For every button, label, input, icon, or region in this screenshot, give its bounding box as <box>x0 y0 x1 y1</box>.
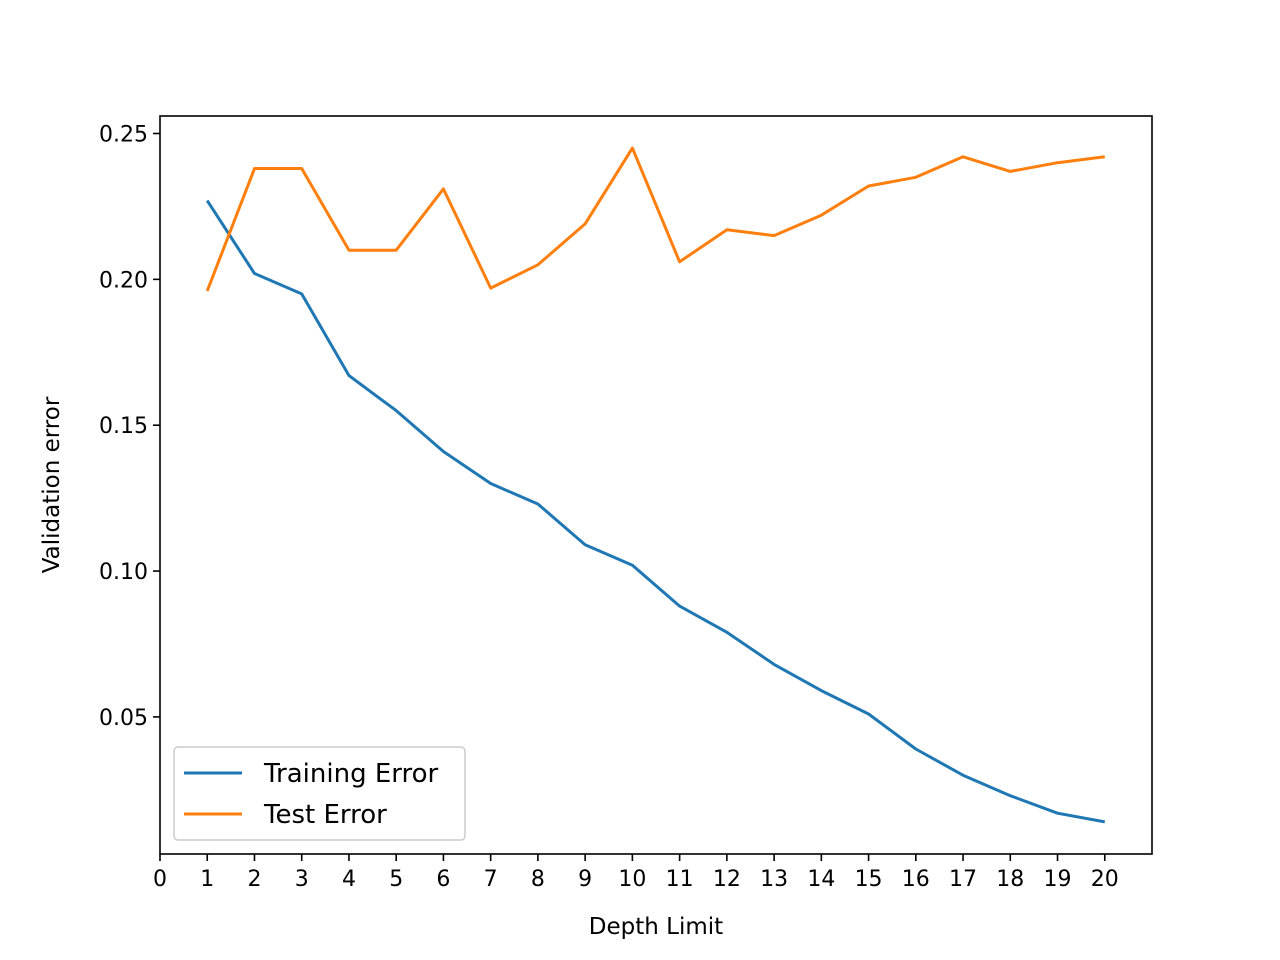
legend-label-0: Training Error <box>263 759 439 789</box>
x-tick-label: 8 <box>531 867 545 892</box>
x-tick-label: 0 <box>153 867 167 892</box>
x-tick-label: 6 <box>436 867 450 892</box>
x-tick-label: 9 <box>578 867 592 892</box>
y-tick-label: 0.05 <box>99 706 148 731</box>
y-tick-label: 0.20 <box>99 268 148 293</box>
x-tick-label: 11 <box>666 867 694 892</box>
series-layer <box>205 146 1106 824</box>
x-tick-label: 19 <box>1044 867 1072 892</box>
series-line-0 <box>205 199 1106 824</box>
x-tick-label: 18 <box>996 867 1024 892</box>
x-tick-label: 1 <box>200 867 214 892</box>
y-tick-label: 0.10 <box>99 560 148 585</box>
x-axis: 0 1 2 3 4 5 6 7 8 9 10 11 12 13 14 15 16 17 18 19 20 <box>153 854 1119 892</box>
x-tick-label: 20 <box>1091 867 1119 892</box>
legend-label-1: Test Error <box>263 800 387 830</box>
y-tick-label: 0.25 <box>99 123 148 148</box>
legend-box <box>173 746 466 841</box>
x-tick-label: 13 <box>760 867 788 892</box>
series-line-1 <box>205 146 1105 292</box>
plot-area-frame <box>159 115 1153 855</box>
x-tick-label: 12 <box>713 867 741 892</box>
x-tick-label: 16 <box>902 867 930 892</box>
y-axis: 0.05 0.10 0.15 0.20 0.25 <box>99 123 160 731</box>
x-tick-label: 14 <box>807 867 835 892</box>
legend: Training Error Test Error <box>173 746 466 841</box>
x-tick-label: 10 <box>618 867 646 892</box>
x-tick-label: 15 <box>855 867 883 892</box>
x-tick-label: 4 <box>342 867 356 892</box>
x-tick-label: 5 <box>389 867 403 892</box>
x-axis-label: Depth Limit <box>589 914 723 940</box>
x-tick-label: 17 <box>949 867 977 892</box>
x-tick-label: 2 <box>247 867 261 892</box>
x-tick-label: 3 <box>295 867 309 892</box>
y-tick-label: 0.15 <box>99 414 148 439</box>
x-tick-label: 7 <box>484 867 498 892</box>
y-axis-label: Validation error <box>39 396 65 573</box>
